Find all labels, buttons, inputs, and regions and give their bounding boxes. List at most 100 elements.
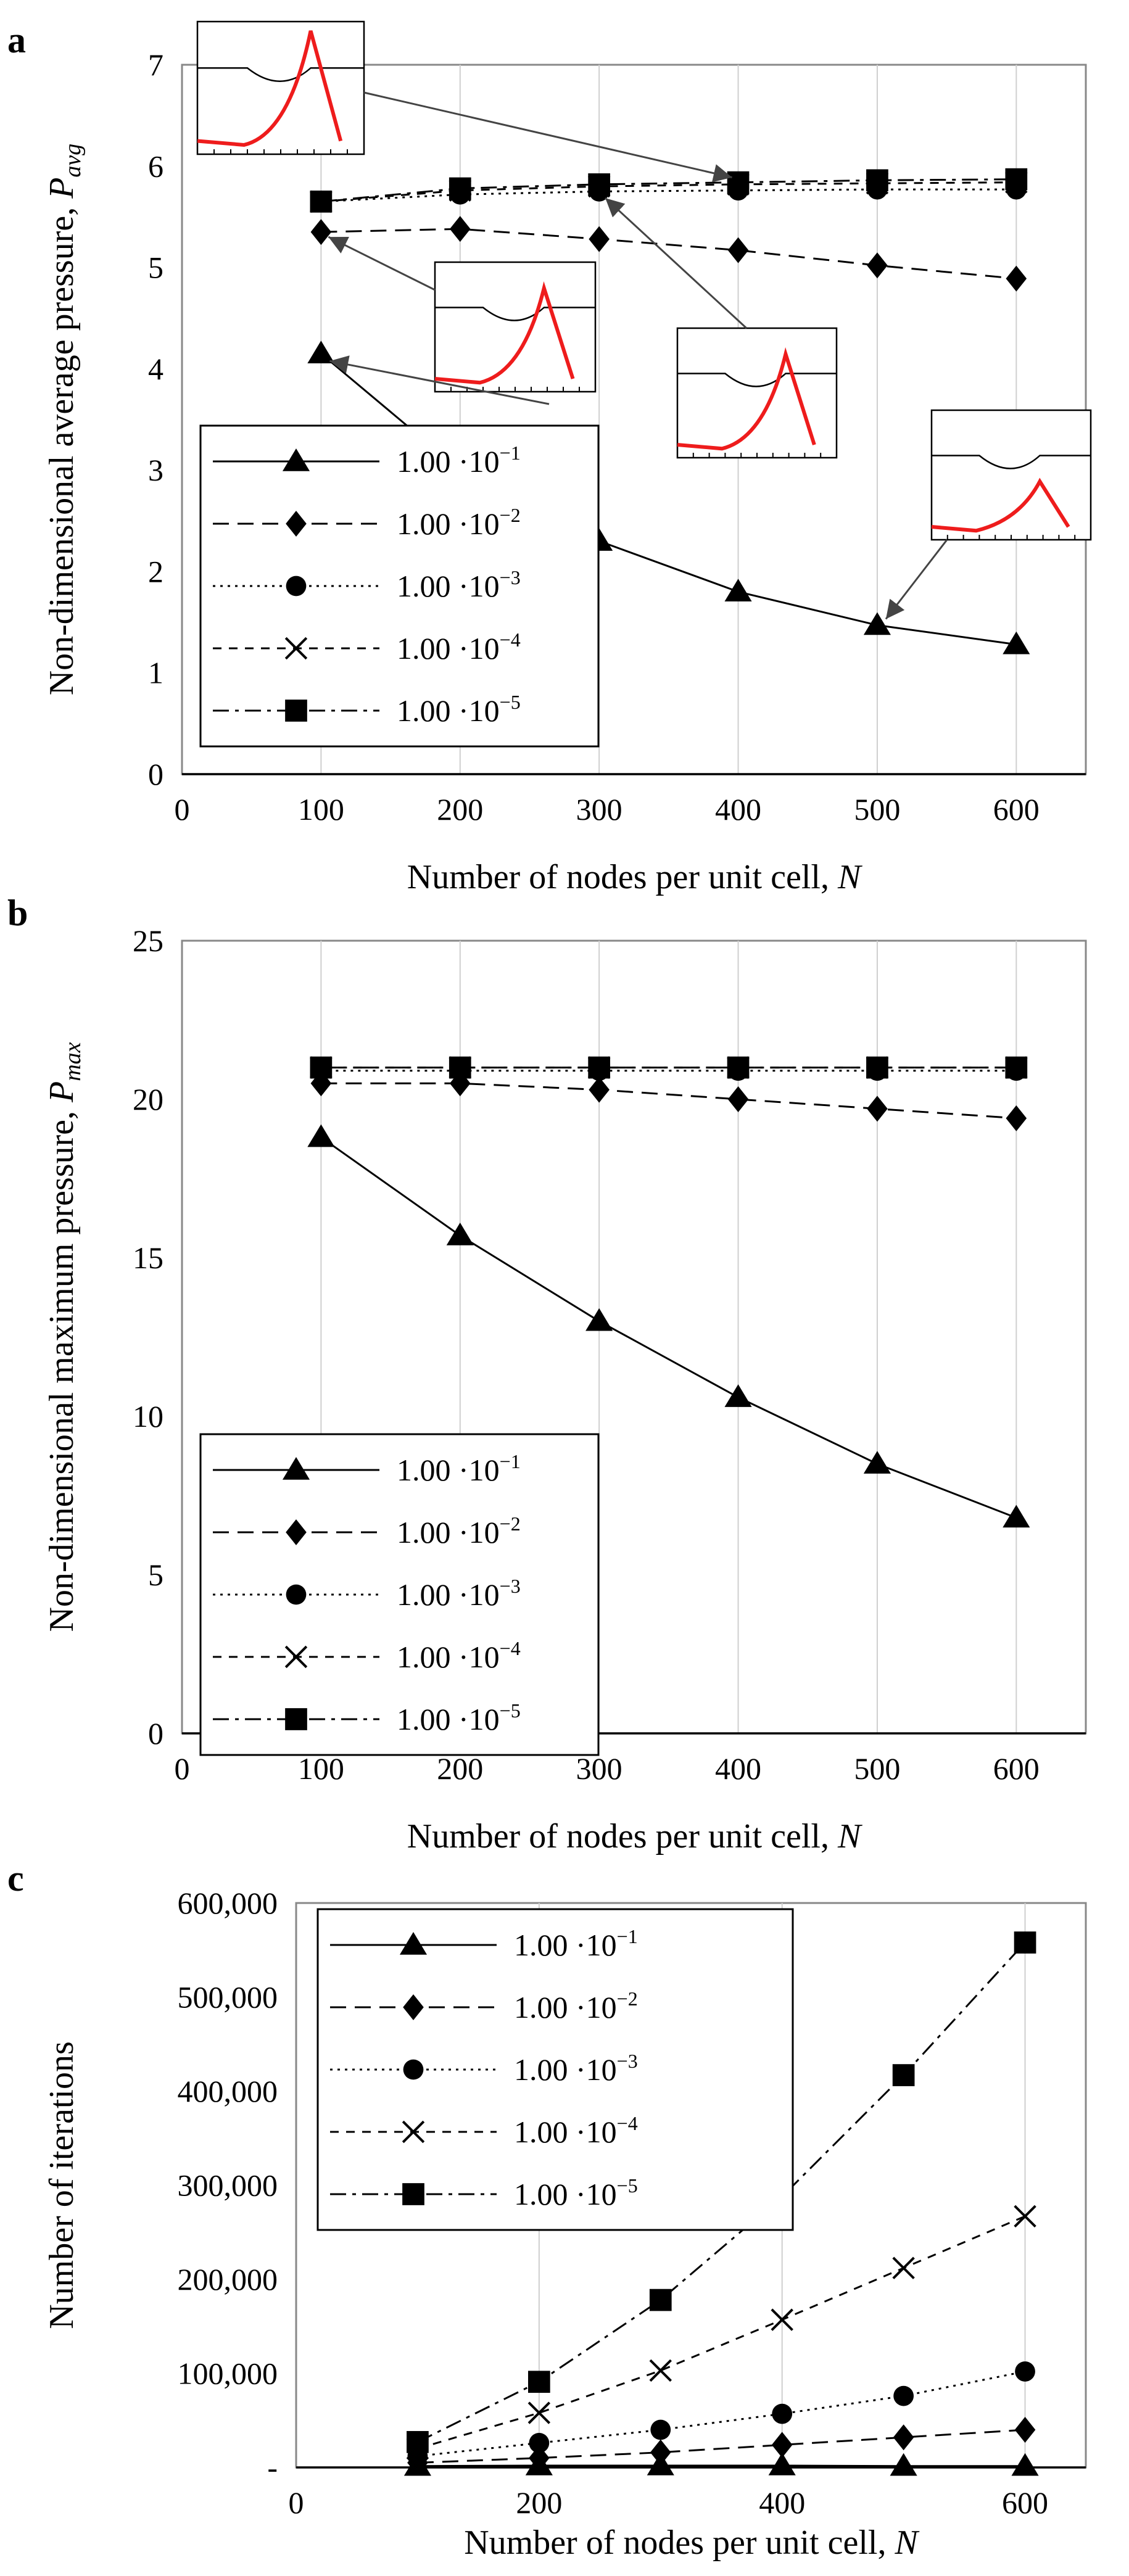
data-point (589, 226, 610, 252)
inset-gap-line (677, 373, 837, 387)
data-point (1015, 2361, 1035, 2382)
legend-label: 1.00 ·10−2 (397, 504, 521, 541)
x-tick-label: 100 (298, 792, 344, 827)
x-axis-label: Number of nodes per unit cell, N (407, 858, 862, 896)
data-point (1006, 265, 1027, 292)
inset-pressure-curve (931, 477, 1070, 533)
inset-profile-1 (196, 20, 365, 155)
series-4 (310, 1056, 1028, 1079)
data-point (589, 1076, 610, 1103)
legend-label: 1.00 ·10−3 (514, 2050, 638, 2087)
inset-pressure-curve (197, 30, 343, 147)
y-axis-label: Non-dimensional average pressure, Pavg (43, 144, 86, 696)
y-tick-label: 400,000 (178, 2074, 278, 2108)
data-point (311, 191, 331, 212)
x-tick-label: 500 (854, 1751, 900, 1786)
legend-item-4: 1.00 ·10−4 (213, 1637, 521, 1674)
inset-frame (196, 20, 365, 155)
y-tick-label: 0 (148, 757, 163, 791)
series-line (321, 228, 1017, 280)
series-line (417, 1942, 1026, 2443)
legend-marker (285, 1708, 307, 1730)
data-point (772, 2403, 793, 2424)
data-point (649, 2359, 672, 2382)
legend-label: 1.00 ·10−5 (397, 691, 521, 728)
data-point (1006, 1060, 1027, 1081)
y-tick-label: 5 (148, 1558, 163, 1592)
y-tick-label: 15 (133, 1241, 163, 1275)
inset-pressure-curve (434, 281, 575, 385)
x-tick-label: 300 (576, 1751, 622, 1786)
x-tick-label: 200 (437, 1751, 483, 1786)
legend-label: 1.00 ·10−4 (397, 629, 521, 666)
legend-label: 1.00 ·10−5 (397, 1699, 521, 1736)
annotation-arrow (885, 539, 948, 620)
series-1 (307, 1124, 1030, 1528)
y-tick-label: 100,000 (178, 2356, 278, 2391)
inset-profile-2 (434, 261, 597, 393)
panel-a: 0 100 200 300 400 500 600 0 1 2 3 4 5 6 7 Number of nod… (7, 20, 1092, 896)
y-tick-label: 4 (148, 352, 163, 386)
data-point (867, 1096, 888, 1122)
data-point (449, 1070, 471, 1097)
y-tick-label: 1 (148, 656, 163, 690)
inset-pressure-curve (677, 347, 816, 451)
x-tick-label: 600 (1002, 2485, 1048, 2520)
y-tick-label: 10 (133, 1399, 163, 1434)
x-tick-label: 0 (175, 1751, 190, 1786)
legend-label: 1.00 ·10−1 (514, 1925, 638, 1962)
x-tick-label: 500 (854, 792, 900, 827)
series-2 (310, 1070, 1027, 1131)
data-point (863, 612, 891, 635)
y-tick-label: 600,000 (178, 1886, 278, 1920)
panel-b: 0 100 200 300 400 500 600 0 5 10 15 20 25 Number of n… (7, 893, 1087, 1856)
x-tick-label: 400 (715, 1751, 761, 1786)
legend-item-1: 1.00 ·10−1 (213, 1450, 521, 1487)
data-point (650, 2419, 671, 2440)
inset-gap-line (932, 455, 1091, 469)
legend-marker (282, 448, 310, 471)
data-point (728, 180, 748, 201)
data-point (893, 2424, 914, 2451)
inset-profile-4 (930, 409, 1092, 541)
legend-label: 1.00 ·10−1 (397, 442, 521, 479)
inset-frame (930, 409, 1092, 541)
legend-marker (402, 2120, 425, 2144)
inset-gap-line (197, 67, 364, 82)
y-tick-label: 200,000 (178, 2262, 278, 2297)
legend-item-5: 1.00 ·10−5 (213, 1699, 521, 1736)
series-3 (311, 1060, 1027, 1081)
y-tick-label: 7 (148, 47, 163, 82)
legend-item-1: 1.00 ·10−1 (330, 1925, 638, 1962)
y-tick-label: 0 (148, 1716, 163, 1751)
y-tick-label: 6 (148, 149, 163, 183)
y-tick-label: 300,000 (178, 2168, 278, 2203)
legend-label: 1.00 ·10−2 (397, 1513, 521, 1550)
panel-letter: a (7, 20, 26, 60)
y-tick-label: 2 (148, 554, 163, 588)
data-point (771, 2308, 793, 2331)
data-point (893, 2385, 914, 2406)
data-point (449, 216, 471, 242)
series-line (320, 1136, 1017, 1519)
legend-item-3: 1.00 ·10−3 (330, 2050, 638, 2087)
data-point (529, 2432, 550, 2453)
series-3 (311, 179, 1027, 212)
legend-label: 1.00 ·10−5 (514, 2174, 638, 2211)
legend-label: 1.00 ·10−3 (397, 1575, 521, 1612)
data-point (527, 2371, 550, 2393)
legend-item-2: 1.00 ·10−2 (213, 1513, 521, 1550)
x-tick-label: 600 (993, 792, 1040, 827)
data-point (727, 1086, 749, 1112)
data-point (525, 2452, 553, 2475)
inset-profile-3 (676, 327, 838, 459)
series-line (417, 2370, 1025, 2458)
y-tick-label: 500,000 (178, 1980, 278, 2015)
data-point (727, 237, 749, 263)
data-point (890, 2453, 917, 2476)
legend-marker (282, 1457, 310, 1480)
data-point (1003, 631, 1030, 654)
annotation-arrow (328, 236, 436, 291)
legend-marker (403, 2059, 424, 2080)
